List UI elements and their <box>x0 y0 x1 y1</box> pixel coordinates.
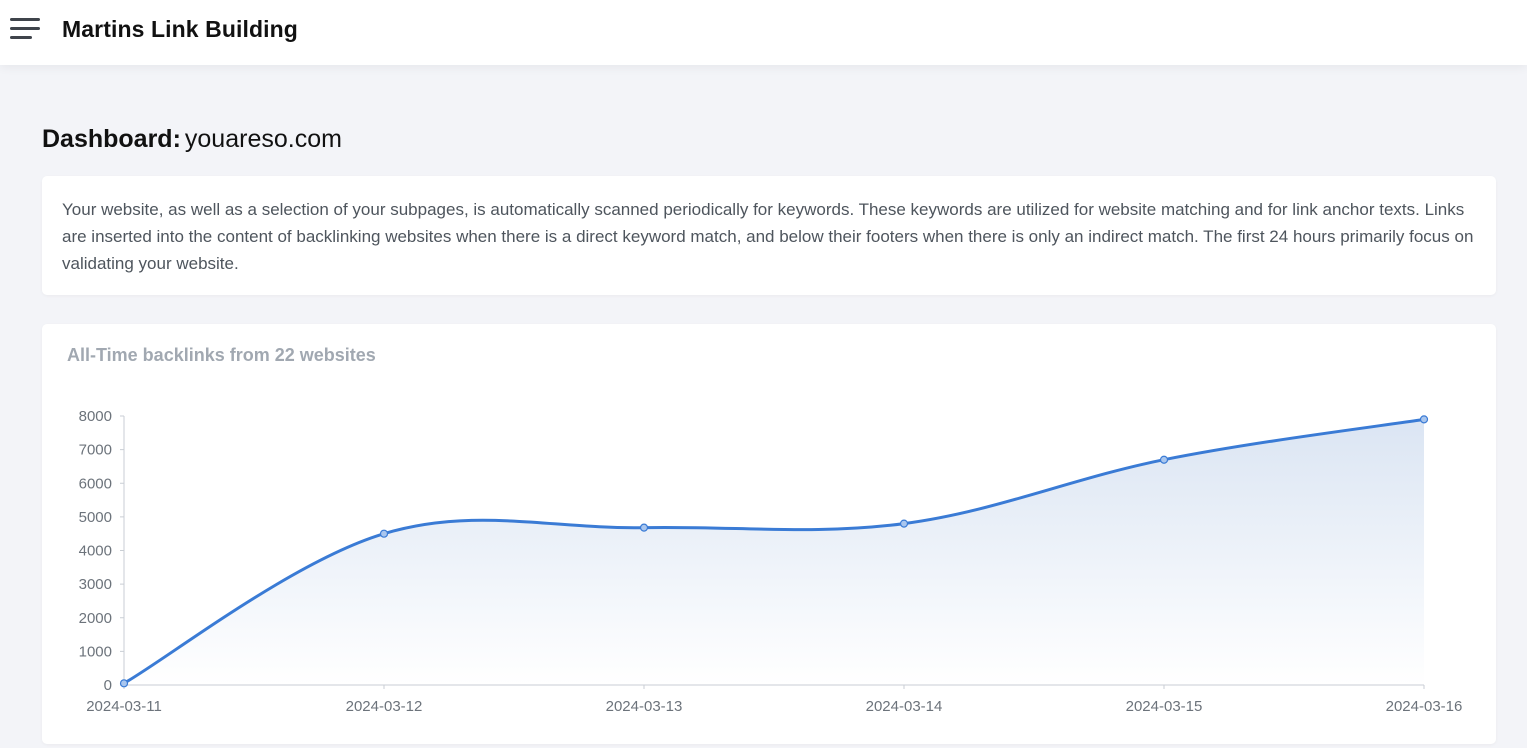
x-tick-label: 2024-03-15 <box>1126 698 1203 715</box>
y-tick-label: 4000 <box>79 543 112 560</box>
data-point <box>1159 455 1169 464</box>
y-tick-label: 6000 <box>79 475 112 492</box>
data-point <box>1419 415 1429 424</box>
series-line <box>122 417 1426 685</box>
chart-area-fill <box>124 419 1424 685</box>
hamburger-menu-icon[interactable] <box>10 18 40 42</box>
x-tick-label: 2024-03-11 <box>86 698 162 715</box>
chart-title: All-Time backlinks from 22 websites <box>67 345 376 365</box>
data-point <box>899 519 909 528</box>
y-tick-label: 3000 <box>79 576 112 593</box>
x-tick-label: 2024-03-16 <box>1386 698 1463 715</box>
y-tick-label: 2000 <box>79 610 112 627</box>
page-title-domain: youareso.com <box>184 125 342 153</box>
x-tick-label: 2024-03-14 <box>866 698 943 715</box>
x-tick-label: 2024-03-12 <box>346 698 423 715</box>
backlinks-chart: 0 1000 2000 3000 4000 5000 6000 7000 8000 2024-03… <box>79 408 1463 715</box>
data-point <box>379 529 389 538</box>
y-tick-label: 5000 <box>79 509 112 526</box>
y-tick-label: 7000 <box>79 442 112 459</box>
page-title: Dashboard: youareso.com <box>42 125 342 154</box>
top-bar: Martins Link Building <box>0 0 1527 65</box>
y-tick-label: 0 <box>104 677 112 694</box>
y-tick-label: 1000 <box>79 643 112 660</box>
x-tick-label: 2024-03-13 <box>606 698 683 715</box>
info-text: Your website, as well as a selection of … <box>62 200 1474 273</box>
y-tick-label: 8000 <box>79 408 112 425</box>
info-card: Your website, as well as a selection of … <box>42 176 1496 295</box>
page-title-label: Dashboard: <box>42 125 181 153</box>
app-title[interactable]: Martins Link Building <box>62 16 298 42</box>
data-point <box>119 679 129 688</box>
backlinks-chart-card: All-Time backlinks from 22 websites 0 100… <box>42 324 1496 744</box>
data-point <box>639 523 649 532</box>
